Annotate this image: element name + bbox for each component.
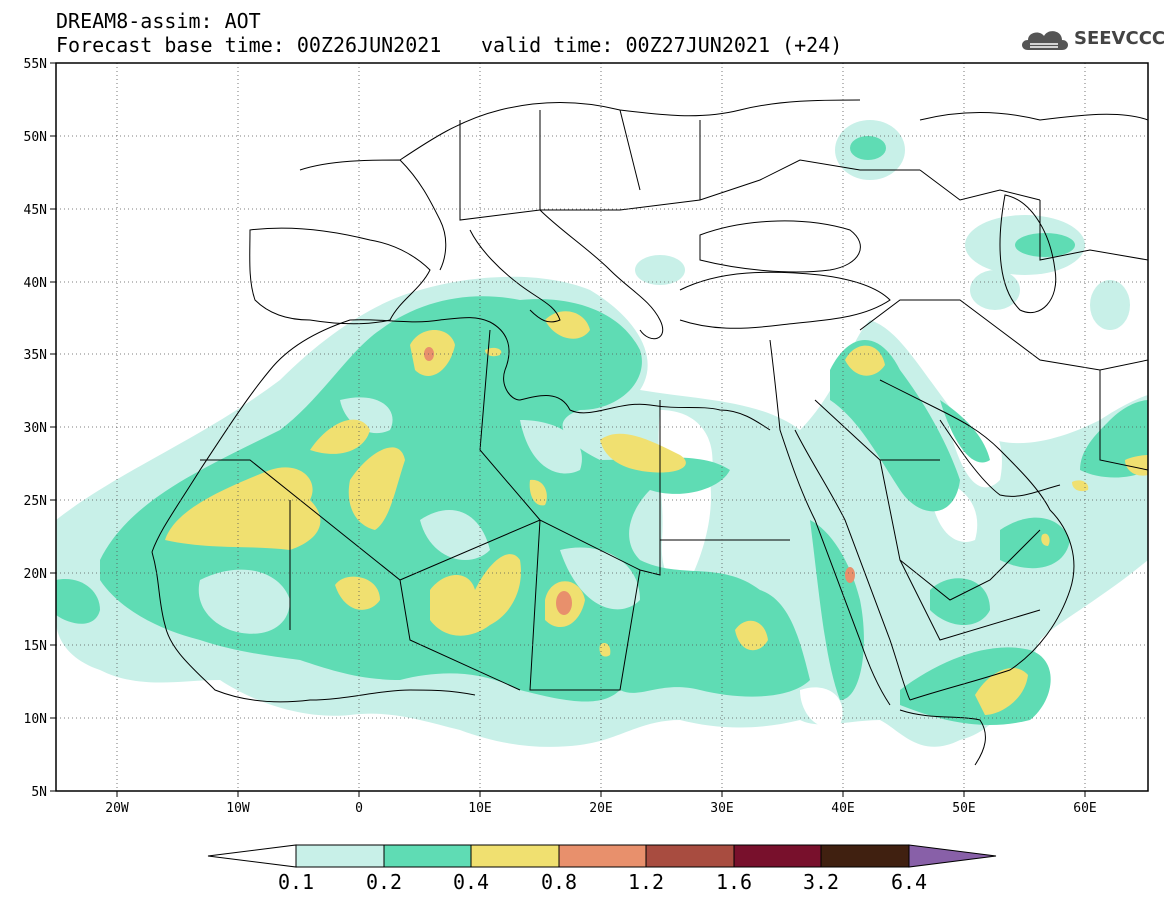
lon-label: 50E — [952, 801, 975, 816]
map-title: DREAM8-assim: AOT — [56, 9, 261, 33]
lat-label: 35N — [24, 348, 47, 363]
lon-label: 10W — [226, 801, 250, 816]
longitude-labels: 20W 10W 0 10E 20E 30E 40E 50E 60E — [105, 801, 1096, 816]
lat-label: 10N — [24, 712, 47, 727]
lat-lon-gridlines — [56, 63, 1148, 791]
colorbar — [207, 844, 997, 868]
colorbar-label: 0.4 — [452, 870, 490, 894]
cloud-icon — [1022, 31, 1068, 50]
aot-level-0.8 — [424, 347, 855, 615]
colorbar-segment — [295, 844, 385, 868]
axis-ticks — [50, 62, 1086, 797]
lat-label: 50N — [24, 130, 47, 145]
aot-level-0.4 — [165, 311, 1148, 715]
lat-label: 25N — [24, 494, 47, 509]
lat-label: 5N — [31, 785, 47, 800]
latitude-labels: 55N 50N 45N 40N 35N 30N 25N 20N 15N 10N … — [24, 57, 47, 800]
lon-label: 10E — [468, 801, 491, 816]
colorbar-label: 0.1 — [277, 870, 315, 894]
colorbar-label: 6.4 — [890, 870, 928, 894]
lon-label: 40E — [831, 801, 854, 816]
lat-label: 55N — [24, 57, 47, 72]
logo-text: SEEVCCC — [1074, 28, 1165, 49]
colorbar-segment — [470, 844, 560, 868]
lat-label: 40N — [24, 276, 47, 291]
colorbar-segment — [645, 844, 735, 868]
colorbar-label: 0.2 — [365, 870, 403, 894]
lat-label: 20N — [24, 567, 47, 582]
lon-label: 30E — [710, 801, 733, 816]
colorbar-label: 1.6 — [715, 870, 753, 894]
colorbar-low-arrow — [207, 844, 297, 868]
forecast-base-time: Forecast base time: 00Z26JUN2021 — [56, 33, 442, 57]
coastlines-borders — [151, 99, 1148, 766]
lon-label: 60E — [1073, 801, 1096, 816]
aot-low-pockets — [198, 397, 640, 634]
seevccc-logo: SEEVCCC — [1018, 24, 1165, 56]
lon-label: 20W — [105, 801, 129, 816]
lat-label: 45N — [24, 203, 47, 218]
colorbar-label: 1.2 — [627, 870, 665, 894]
colorbar-segment — [383, 844, 472, 868]
lat-label: 15N — [24, 639, 47, 654]
colorbar-label: 3.2 — [802, 870, 840, 894]
lat-label: 30N — [24, 421, 47, 436]
lon-label: 0 — [355, 801, 363, 816]
colorbar-segment — [733, 844, 822, 868]
colorbar-segment — [820, 844, 910, 868]
colorbar-high-arrow — [908, 844, 997, 868]
colorbar-segment — [558, 844, 647, 868]
colorbar-label: 0.8 — [540, 870, 578, 894]
lon-label: 20E — [589, 801, 612, 816]
aot-contours — [56, 63, 1148, 791]
valid-time: valid time: 00Z27JUN2021 (+24) — [481, 33, 843, 57]
